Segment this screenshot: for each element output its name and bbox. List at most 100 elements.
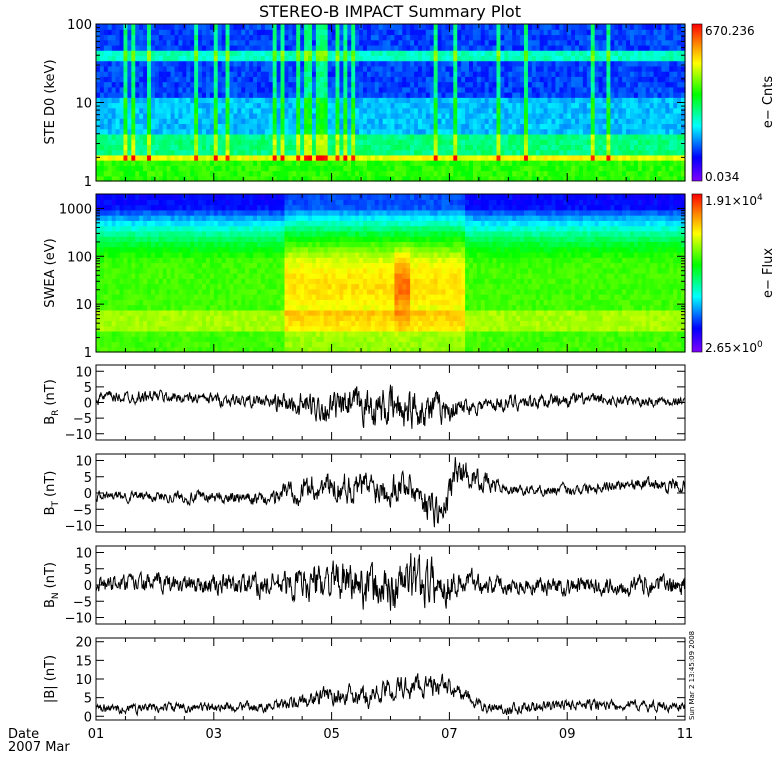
heat-cell [476, 112, 482, 119]
heat-cell [359, 102, 364, 109]
heat-cell [249, 160, 254, 166]
heat-cell [225, 154, 231, 161]
heat-cell [594, 123, 600, 130]
heat-cell [315, 29, 321, 36]
heat-cell [264, 39, 270, 46]
heat-cell [681, 160, 686, 166]
heat-cell [241, 60, 246, 67]
heat-cell [229, 86, 235, 93]
heat-cell [410, 44, 415, 51]
heat-cell [374, 149, 380, 156]
heat-cell [139, 341, 144, 348]
heat-cell [323, 112, 329, 119]
heat-cell [484, 50, 490, 56]
heat-cell [135, 278, 140, 285]
heat-cell [551, 175, 557, 182]
heat-cell [626, 154, 631, 161]
heat-cell [590, 160, 596, 166]
heat-cell [394, 44, 399, 51]
heat-cell [429, 128, 435, 135]
heat-cell [147, 346, 152, 353]
heat-cell [249, 118, 254, 125]
heat-cell [425, 144, 431, 151]
heat-cell [147, 330, 152, 337]
heat-cell [119, 139, 125, 145]
heat-cell [119, 241, 125, 248]
heat-cell [508, 50, 513, 56]
heat-cell [433, 34, 439, 41]
heat-cell [457, 118, 462, 125]
heat-cell [253, 50, 258, 56]
heat-cell [378, 44, 384, 51]
heat-cell [107, 24, 113, 30]
heat-cell [190, 112, 195, 119]
heat-cell [217, 92, 223, 98]
heat-cell [154, 154, 160, 161]
heat-cell [229, 29, 235, 36]
heat-cell [378, 81, 384, 88]
heat-cell [421, 144, 427, 151]
heat-cell [480, 123, 486, 130]
heat-cell [127, 220, 132, 227]
heat-cell [571, 149, 576, 156]
heat-cell [386, 34, 392, 41]
heat-cell [386, 144, 392, 151]
heat-cell [382, 149, 388, 156]
heat-cell [476, 144, 482, 151]
heat-cell [457, 76, 462, 83]
heat-cell [319, 128, 325, 135]
heat-cell [386, 170, 392, 177]
heat-cell [681, 65, 686, 72]
heat-cell [543, 65, 549, 72]
heat-cell [103, 330, 109, 337]
heat-cell [402, 154, 407, 161]
heat-cell [249, 128, 254, 135]
heat-cell [614, 71, 619, 77]
heat-cell [535, 76, 541, 83]
heat-cell [131, 144, 136, 151]
heat-cell [119, 283, 125, 290]
heat-cell [551, 170, 557, 177]
heat-cell [139, 194, 144, 200]
heat-cell [292, 55, 297, 62]
heat-cell [276, 55, 282, 62]
heat-cell [465, 86, 470, 93]
heat-cell [433, 24, 439, 30]
heat-cell [119, 336, 125, 343]
heat-cell [441, 133, 447, 140]
heat-cell [512, 165, 517, 172]
heat-cell [555, 128, 560, 135]
heat-cell [590, 81, 596, 88]
heat-cell [99, 165, 105, 172]
heat-cell [119, 97, 125, 104]
heat-cell [508, 97, 513, 104]
heat-cell [355, 149, 360, 156]
heat-cell [190, 118, 195, 125]
heat-cell [575, 86, 580, 93]
heat-cell [315, 144, 321, 151]
heat-cell [209, 60, 215, 67]
heat-cell [351, 160, 356, 166]
heat-cell [115, 199, 121, 206]
heat-cell [288, 81, 293, 88]
heat-cell [119, 160, 125, 166]
heat-cell [539, 81, 545, 88]
heat-cell [520, 81, 525, 88]
heat-cell [139, 220, 144, 227]
heat-cell [343, 160, 348, 166]
heat-cell [131, 118, 136, 125]
heat-cell [622, 118, 627, 125]
heat-cell [150, 139, 156, 145]
heat-cell [618, 71, 623, 77]
heat-cell [315, 86, 321, 93]
heat-cell [343, 102, 348, 109]
heat-cell [363, 71, 368, 77]
heat-cell [170, 44, 176, 51]
heat-cell [315, 149, 321, 156]
heat-cell [225, 139, 231, 145]
heat-cell [480, 139, 486, 145]
heat-cell [610, 39, 615, 46]
heat-cell [209, 107, 215, 114]
heat-cell [253, 160, 258, 166]
